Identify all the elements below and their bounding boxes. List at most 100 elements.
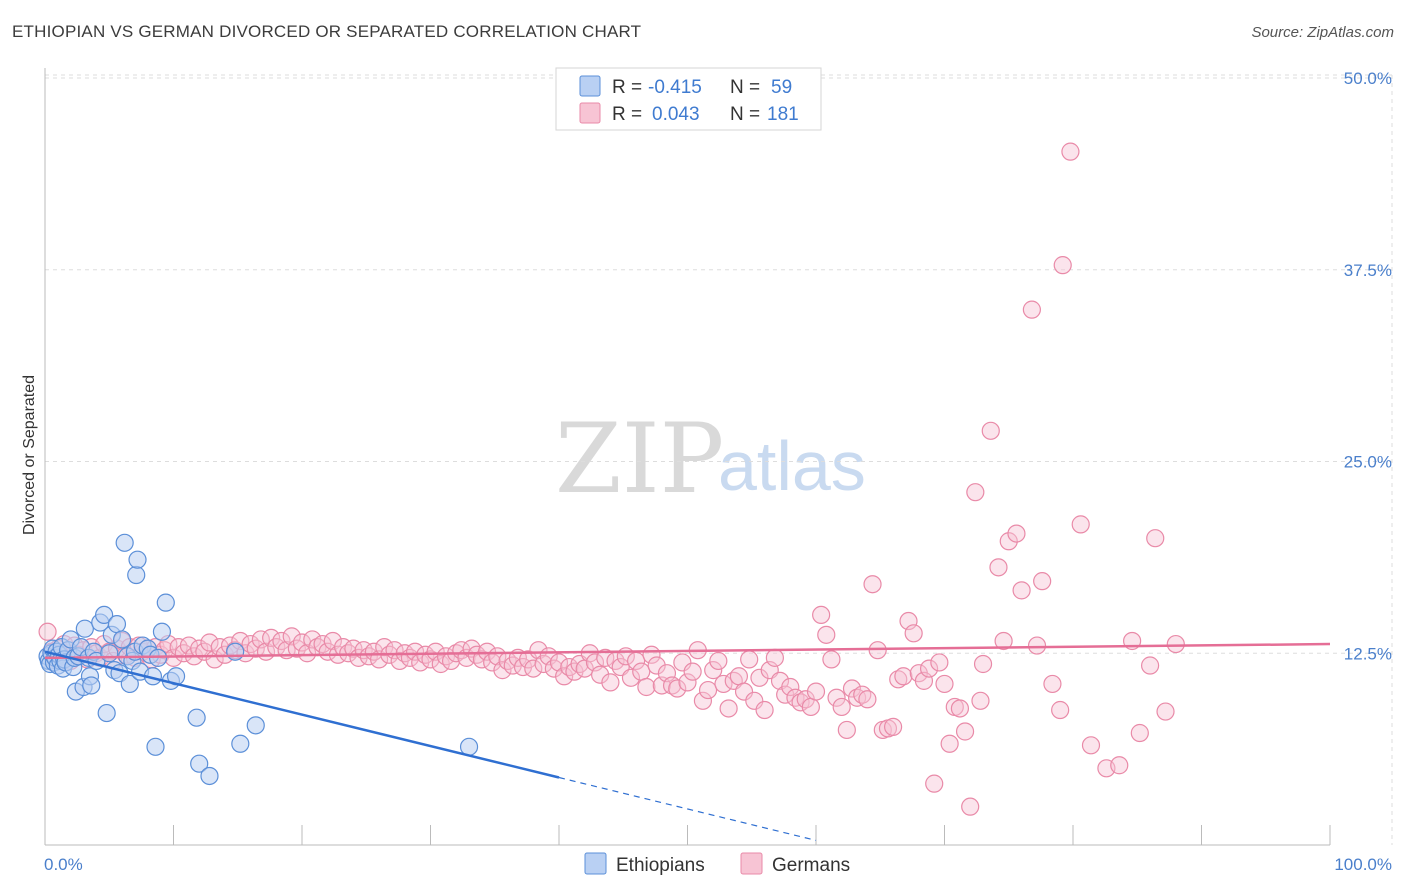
ethiopians-point bbox=[112, 630, 132, 649]
germans-point bbox=[1033, 572, 1052, 591]
germans-point bbox=[950, 699, 970, 718]
y-axis-label: Divorced or Separated bbox=[21, 375, 38, 535]
bottom-legend-swatch-germans bbox=[740, 852, 763, 875]
germans-point bbox=[647, 656, 666, 675]
germans-point bbox=[930, 653, 949, 672]
germans-point bbox=[493, 661, 512, 680]
germans-point bbox=[961, 797, 980, 816]
germans-point bbox=[1051, 700, 1070, 720]
germans-point bbox=[1071, 515, 1090, 534]
germans-point bbox=[994, 631, 1013, 651]
germans-point bbox=[745, 691, 764, 710]
watermark: ZIP atlas bbox=[555, 403, 866, 515]
germans-point bbox=[1130, 723, 1149, 743]
germans-point bbox=[637, 677, 656, 697]
germans-point bbox=[989, 558, 1008, 577]
ethiopians-point bbox=[128, 550, 147, 569]
y-tick-label: 37.5% bbox=[1344, 261, 1392, 280]
germans-point bbox=[981, 421, 1000, 440]
germans-point bbox=[791, 693, 810, 712]
germans-point bbox=[621, 668, 641, 687]
germans-point bbox=[1156, 702, 1175, 721]
bottom-legend-label-germans: Germans bbox=[772, 855, 850, 876]
legend-swatch-ethiopians bbox=[579, 75, 601, 97]
y-tick-label: 25.0% bbox=[1344, 453, 1392, 472]
ethiopians-point bbox=[107, 615, 127, 634]
germans-point bbox=[1081, 736, 1101, 755]
germans-point bbox=[973, 654, 993, 674]
germans-point bbox=[272, 631, 291, 651]
germans-point bbox=[729, 667, 749, 686]
ethiopians-point bbox=[95, 605, 114, 625]
germans-point bbox=[806, 682, 826, 701]
legend-swatch-germans bbox=[579, 102, 601, 124]
germans-point bbox=[765, 648, 784, 667]
ethiopians-point bbox=[246, 716, 265, 735]
ethiopians-point bbox=[82, 676, 101, 695]
germans-point bbox=[755, 700, 774, 720]
germans-point bbox=[668, 679, 687, 698]
germans-point bbox=[714, 674, 733, 694]
axes bbox=[44, 68, 1331, 846]
germans-point bbox=[1012, 581, 1031, 600]
watermark-zip: ZIP bbox=[555, 403, 724, 515]
bottom-legend: Ethiopians Germans bbox=[584, 852, 850, 876]
germans-point bbox=[858, 690, 877, 709]
germans-point bbox=[555, 667, 574, 686]
germans-point bbox=[955, 722, 975, 741]
ethiopians-point bbox=[187, 708, 206, 727]
germans-point bbox=[894, 667, 913, 686]
ethiopians-trend-extension bbox=[558, 776, 817, 841]
ethiopians-point bbox=[231, 734, 250, 753]
germans-point bbox=[822, 650, 841, 669]
germans-point bbox=[200, 633, 219, 652]
germans-point bbox=[38, 622, 57, 641]
germans-point bbox=[1110, 756, 1129, 775]
germans-point bbox=[524, 659, 543, 678]
x-tick-label: 0.0% bbox=[44, 855, 83, 874]
germans-point bbox=[1146, 529, 1165, 548]
ethiopians-point bbox=[127, 565, 146, 585]
germans-point bbox=[770, 671, 790, 690]
germans-point bbox=[179, 636, 199, 655]
germans-point bbox=[837, 720, 856, 740]
germans-point bbox=[591, 665, 610, 684]
legend-n-label-ethiopians: N = bbox=[730, 77, 760, 98]
germans-point bbox=[966, 483, 985, 502]
germans-point bbox=[781, 677, 800, 697]
germans-point bbox=[698, 680, 718, 700]
germans-point bbox=[904, 624, 923, 643]
germans-point bbox=[925, 774, 944, 793]
germans-point bbox=[827, 688, 846, 707]
ethiopians-point bbox=[100, 644, 119, 663]
germans-point bbox=[1053, 256, 1072, 275]
germans-point bbox=[632, 662, 651, 681]
legend: R = -0.415 N = 59 R = 0.043 N = 181 bbox=[555, 67, 822, 131]
germans-point bbox=[596, 648, 615, 667]
germans-point bbox=[832, 697, 851, 717]
y-tick-label: 50.0% bbox=[1344, 69, 1392, 88]
germans-point bbox=[298, 644, 317, 663]
x-tick-label: 100.0% bbox=[1334, 855, 1392, 874]
germans-point bbox=[863, 575, 882, 594]
legend-r-value-germans: 0.043 bbox=[652, 104, 700, 125]
ethiopians-point bbox=[152, 622, 172, 641]
legend-r-value-ethiopians: -0.415 bbox=[648, 77, 702, 98]
germans-point bbox=[323, 631, 342, 651]
germans-point bbox=[1061, 142, 1080, 161]
ethiopians-point bbox=[75, 619, 94, 638]
germans-point bbox=[693, 691, 713, 710]
germans-point bbox=[971, 691, 990, 710]
germans-point bbox=[1027, 636, 1047, 655]
ethiopians-point bbox=[97, 703, 116, 723]
germans-point bbox=[719, 699, 738, 718]
germans-point bbox=[889, 670, 908, 689]
legend-n-value-germans: 181 bbox=[767, 104, 799, 125]
germans-point bbox=[999, 532, 1018, 551]
trend-lines bbox=[44, 642, 1331, 841]
germans-point bbox=[678, 673, 697, 692]
bottom-legend-swatch-ethiopians bbox=[584, 852, 607, 875]
germans-point bbox=[734, 682, 754, 701]
ethiopians-point bbox=[120, 674, 139, 694]
